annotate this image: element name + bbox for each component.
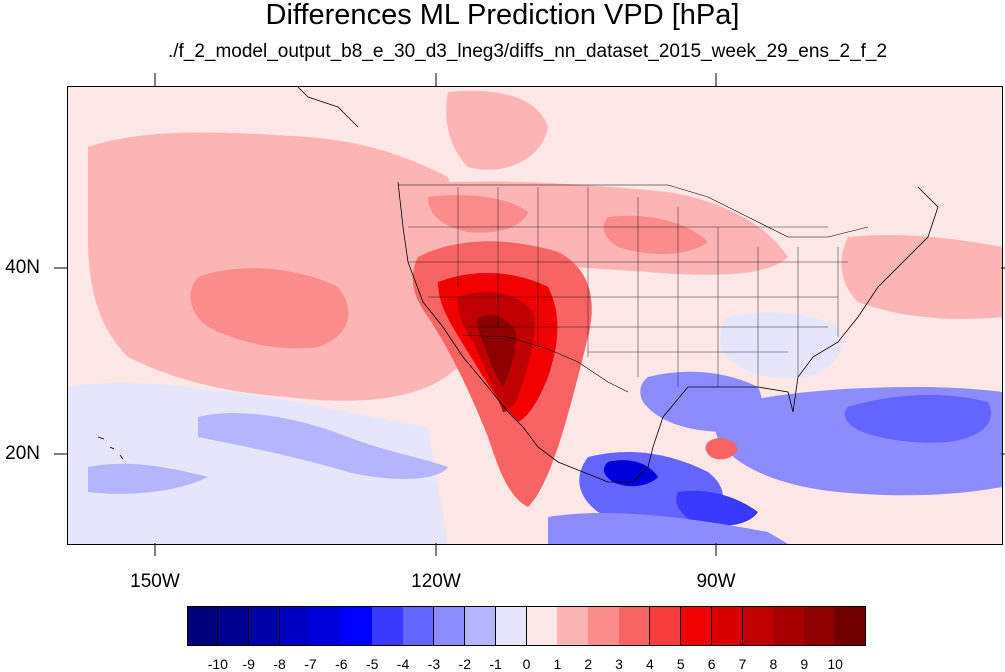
colorbar-cell bbox=[588, 606, 620, 646]
colorbar-cell bbox=[711, 606, 744, 646]
colorbar-cell bbox=[433, 606, 466, 646]
colorbar-tick-label: 9 bbox=[800, 656, 809, 672]
caribbean-positive-spot bbox=[705, 437, 738, 460]
mexico-negative-south bbox=[676, 490, 758, 526]
colorbar-cell bbox=[403, 606, 435, 646]
alaska-coastline bbox=[297, 87, 359, 128]
lon-label-90w: 90W bbox=[696, 571, 736, 592]
colorbar-cell bbox=[279, 606, 311, 646]
colorbar-tick-label: -6 bbox=[335, 656, 348, 672]
colorbar-cell bbox=[310, 606, 342, 646]
colorbar-tick-label: 2 bbox=[584, 656, 593, 672]
colorbar-cell bbox=[248, 606, 281, 646]
colorbar-cell bbox=[680, 606, 713, 646]
colorbar-cell bbox=[804, 606, 836, 646]
colorbar-tick-label: -10 bbox=[207, 656, 228, 672]
colorbar-tick-label: 5 bbox=[676, 656, 685, 672]
colorbar-tick-label: 1 bbox=[553, 656, 562, 672]
pacific-positive-core bbox=[190, 268, 349, 349]
colorbar-tick-label: 6 bbox=[707, 656, 716, 672]
colorbar-tick-label: -8 bbox=[273, 656, 286, 672]
colorbar bbox=[187, 606, 867, 646]
great-plains-moderate bbox=[603, 215, 708, 254]
florida-weak-negative bbox=[720, 312, 842, 379]
colorbar-cell bbox=[526, 606, 558, 646]
lat-label-20n: 20N bbox=[5, 443, 40, 464]
pacific-negative-band bbox=[198, 413, 448, 479]
lon-label-120w: 120W bbox=[411, 571, 461, 592]
colorbar-cell bbox=[619, 606, 651, 646]
chart-title: Differences ML Prediction VPD [hPa] bbox=[265, 0, 740, 31]
pacific-positive-north bbox=[446, 90, 548, 170]
northern-us-moderate bbox=[428, 195, 528, 233]
colorbar-tick-label: -7 bbox=[304, 656, 317, 672]
pacific-weak-negative-south bbox=[68, 382, 448, 544]
colorbar-cell bbox=[372, 606, 404, 646]
colorbar-tick-label: -2 bbox=[458, 656, 471, 672]
colorbar-cell bbox=[341, 606, 373, 646]
colorbar-tick-label: -9 bbox=[242, 656, 255, 672]
lat-label-40n: 40N bbox=[5, 257, 40, 278]
colorbar-tick-label: 4 bbox=[646, 656, 654, 672]
colorbar-tick-label: 7 bbox=[738, 656, 747, 672]
southwest-positive-core bbox=[477, 315, 516, 387]
lon-label-150w: 150W bbox=[130, 571, 180, 592]
us-mexico-border bbox=[462, 334, 629, 393]
colorbar-tick-label: 3 bbox=[615, 656, 623, 672]
hawaii-coastline bbox=[97, 436, 124, 460]
colorbar-cell bbox=[773, 606, 805, 646]
north-america-coastline bbox=[397, 181, 939, 483]
mexico-negative-core bbox=[603, 460, 658, 487]
colorbar-cell bbox=[742, 606, 774, 646]
pacific-moderate-positive bbox=[88, 132, 465, 401]
chart-subtitle: ./f_2_model_output_b8_e_30_d3_lneg3/diff… bbox=[167, 41, 888, 62]
map-svg bbox=[68, 87, 1002, 544]
colorbar-tick-label: -5 bbox=[365, 656, 379, 672]
atlantic-negative bbox=[844, 395, 992, 443]
colorbar-tick-label: -3 bbox=[427, 656, 441, 672]
east-coast-positive bbox=[841, 235, 1002, 319]
colorbar-cell bbox=[217, 606, 250, 646]
colorbar-cell bbox=[495, 606, 527, 646]
colorbar-cell bbox=[835, 606, 867, 646]
state-borders bbox=[408, 187, 848, 387]
colorbar-cell bbox=[464, 606, 497, 646]
colorbar-cell bbox=[187, 606, 219, 646]
pacific-negative-band-west bbox=[88, 463, 208, 494]
colorbar-tick-label: -4 bbox=[396, 656, 410, 672]
colorbar-cell bbox=[557, 606, 589, 646]
colorbar-cell bbox=[649, 606, 682, 646]
colorbar-tick-label: 0 bbox=[522, 656, 531, 672]
map-plot-area bbox=[67, 86, 1003, 545]
colorbar-tick-label: -1 bbox=[489, 656, 502, 672]
colorbar-tick-label: 10 bbox=[827, 656, 843, 672]
central-america-negative bbox=[548, 512, 788, 544]
us-canada-border bbox=[398, 184, 869, 238]
colorbar-tick-label: 8 bbox=[769, 656, 778, 672]
